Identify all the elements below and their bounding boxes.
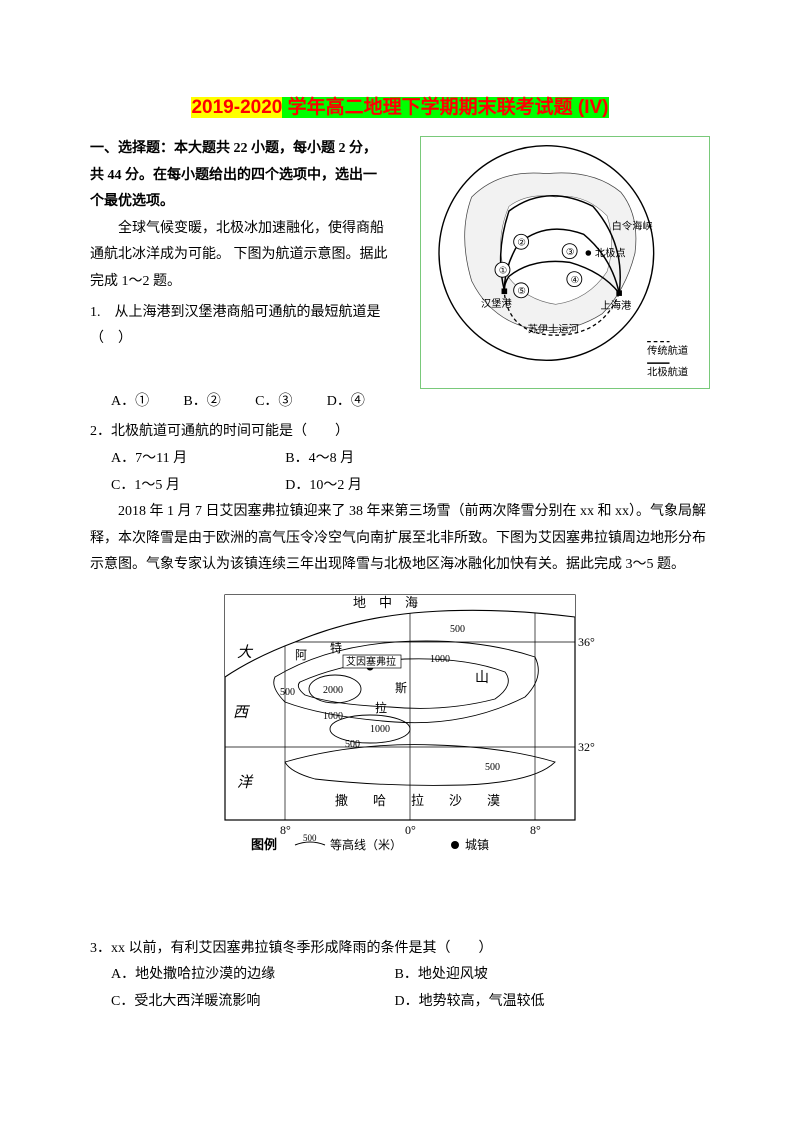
- q2-opt-d: D．10～2 月: [285, 473, 425, 500]
- c-1000-1: 1000: [430, 654, 450, 665]
- c-1000-3: 1000: [370, 724, 390, 735]
- terrain-map-svg: 36° 32° 8° 0° 8° 地 中 海 大 西 洋: [195, 587, 605, 857]
- label-te: 特: [330, 640, 342, 655]
- q3-opt-b: B．地处迎风坡: [395, 962, 675, 989]
- label-atl-1: 大: [237, 644, 254, 661]
- legend-contour-val: 500: [303, 833, 317, 843]
- q3-stem: 3．xx 以前，有利艾因塞弗拉镇冬季形成降雨的条件是其（ ）: [90, 936, 710, 963]
- label-si: 斯: [395, 681, 407, 695]
- legend-contour: 等高线（米）: [330, 837, 402, 852]
- arctic-map-svg: 北极点 白令海峡 上海港 汉堡港 苏伊士运河 ②: [425, 141, 705, 384]
- c-500-4: 500: [485, 762, 500, 773]
- c-2000: 2000: [323, 685, 343, 696]
- q1-opt-a: A．①: [111, 389, 149, 416]
- figure-2-terrain-map: 36° 32° 8° 0° 8° 地 中 海 大 西 洋: [195, 587, 605, 868]
- c-1000-2: 1000: [323, 711, 343, 722]
- section-1-heading: 一、选择题：本大题共 22 小题，每小题 2 分，共 44 分。在每小题给出的四…: [90, 136, 390, 216]
- label-la: 拉: [375, 700, 387, 715]
- context-2: 2018 年 1 月 7 日艾因塞弗拉镇迎来了 38 年来第三场雪（前两次降雪分…: [90, 499, 710, 579]
- q2-opt-c: C．1～5 月: [111, 473, 251, 500]
- legend-town: 城镇: [465, 838, 489, 852]
- route-num-3: ③: [566, 248, 574, 258]
- legend-arctic: 北极航道: [647, 365, 688, 378]
- q1-opt-d: D．④: [327, 389, 365, 416]
- q1-opt-c: C．③: [255, 389, 292, 416]
- question-2: 2．北极航道可通航的时间可能是（ ） A．7～11 月 B．4～8 月 C．1～…: [90, 419, 710, 499]
- lat-32: 32°: [578, 740, 595, 754]
- c-500-2: 500: [280, 687, 295, 698]
- figure-1-arctic-routes: 北极点 白令海峡 上海港 汉堡港 苏伊士运河 ②: [420, 136, 710, 389]
- lon-w8: 8°: [280, 823, 291, 837]
- label-town: 艾因塞弗拉: [346, 655, 396, 668]
- title-rest: 学年高二地理下学期期末联考试题 (IV): [282, 97, 608, 118]
- label-mtn: 山: [475, 670, 489, 686]
- c-500-3: 500: [345, 739, 360, 750]
- q3-opt-c: C．受北大西洋暖流影响: [111, 989, 391, 1016]
- q2-opt-b: B．4～8 月: [285, 446, 425, 473]
- label-bering: 白令海峡: [612, 220, 653, 233]
- q2-opt-a: A．7～11 月: [111, 446, 251, 473]
- label-desert: 撒 哈 拉 沙 漠: [335, 793, 506, 808]
- route-num-2: ②: [517, 239, 525, 249]
- lon-e8: 8°: [530, 823, 541, 837]
- label-atl-2: 西: [233, 705, 250, 721]
- question-3: 3．xx 以前，有利艾因塞弗拉镇冬季形成降雨的条件是其（ ） A．地处撒哈拉沙漠…: [90, 936, 710, 1016]
- route-num-4: ④: [571, 276, 579, 286]
- question-1: 1. 从上海港到汉堡港商船可通航的最短航道是（ ）: [90, 300, 390, 353]
- label-pole: 北极点: [595, 247, 626, 260]
- q1-opt-b: B．②: [183, 389, 220, 416]
- label-a: 阿: [295, 648, 307, 662]
- route-num-1: ①: [499, 267, 507, 277]
- label-med-sea: 地 中 海: [353, 595, 418, 610]
- lat-36: 36°: [578, 635, 595, 649]
- lon-0: 0°: [405, 823, 416, 837]
- q3-opt-d: D．地势较高，气温较低: [395, 989, 675, 1016]
- q3-opt-a: A．地处撒哈拉沙漠的边缘: [111, 962, 391, 989]
- q1-options: A．① B．② C．③ D．④: [111, 389, 710, 416]
- route-num-5: ⑤: [517, 287, 525, 297]
- legend-title: 图例: [251, 837, 277, 852]
- q1-stem: 1. 从上海港到汉堡港商船可通航的最短航道是（ ）: [90, 300, 390, 353]
- label-atl-3: 洋: [237, 774, 254, 791]
- title-year: 2019-2020: [191, 97, 282, 118]
- q2-stem: 2．北极航道可通航的时间可能是（ ）: [90, 419, 710, 446]
- legend-traditional: 传统航道: [647, 344, 688, 357]
- context-1: 全球气候变暖，北极冰加速融化，使得商船通航北冰洋成为可能。 下图为航道示意图。据…: [90, 216, 390, 296]
- c-500-1: 500: [450, 624, 465, 635]
- page-title: 2019-2020 学年高二地理下学期期末联考试题 (IV): [90, 90, 710, 126]
